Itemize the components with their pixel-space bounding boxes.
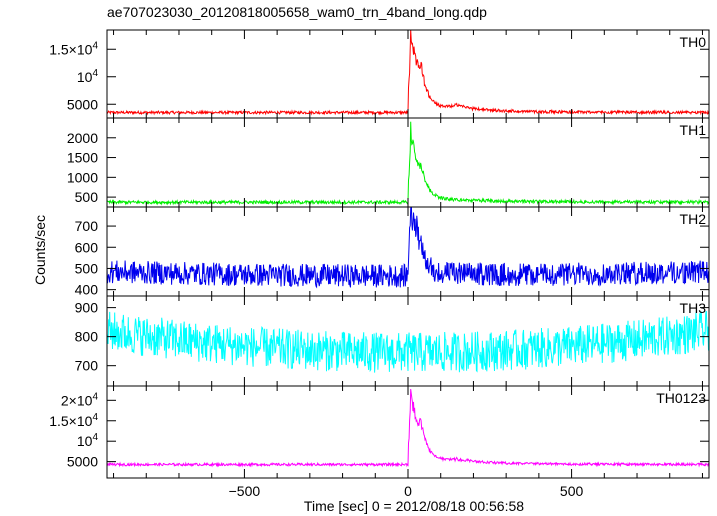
y-tick-label-mantissa: 500	[75, 189, 99, 205]
y-tick-label-mantissa: 600	[75, 239, 99, 255]
series-line-th0	[107, 30, 709, 116]
series-line-th1	[107, 121, 709, 206]
chart-title: ae707023030_20120818005658_wam0_trn_4ban…	[107, 4, 487, 20]
panel-label-th1: TH1	[680, 122, 707, 138]
y-axis-label: Counts/sec	[32, 215, 48, 285]
series-line-th2	[107, 207, 709, 289]
y-tick-label-mantissa: 10	[77, 69, 93, 85]
y-tick-label: 600	[75, 239, 99, 255]
y-tick-label: 1500	[67, 150, 98, 166]
panel-label-th2: TH2	[680, 211, 707, 227]
y-tick-label-exponent: 4	[92, 68, 98, 79]
y-tick-label-exponent: 4	[92, 391, 98, 402]
y-tick-label: 5000	[67, 454, 98, 470]
y-tick-label: 104	[77, 68, 99, 85]
y-tick-label-mantissa: 5000	[67, 454, 98, 470]
panel-label-th0: TH0	[680, 34, 707, 50]
y-tick-label-mantissa: 400	[75, 282, 99, 298]
y-tick-label: 700	[75, 218, 99, 234]
y-tick-label-mantissa: 800	[75, 329, 99, 345]
y-tick-label: 500	[75, 260, 99, 276]
panel-th1: 2000 1500 1000 500 TH1	[67, 117, 710, 208]
y-tick-label-mantissa: 1.5×10	[49, 41, 92, 57]
y-tick-label: 400	[75, 282, 99, 298]
y-tick-label-exponent: 4	[92, 40, 98, 51]
y-tick-label-mantissa: 1000	[67, 169, 98, 185]
panel-th3: 900 800 700 TH3	[75, 295, 710, 387]
y-tick-label: 1.5×104	[49, 40, 98, 57]
y-tick-label: 700	[75, 358, 99, 374]
y-tick-label-mantissa: 10	[77, 433, 93, 449]
y-tick-label: 900	[75, 300, 99, 316]
panel-label-th3: TH3	[680, 300, 707, 316]
y-tick-label: 500	[75, 189, 99, 205]
series-line-th3	[107, 310, 709, 373]
y-tick-label-mantissa: 1.5×10	[49, 413, 92, 429]
y-tick-label: 2×104	[61, 391, 99, 408]
y-tick-label: 104	[77, 432, 99, 449]
x-tick-label: 0	[404, 483, 412, 499]
y-tick-label-mantissa: 900	[75, 300, 99, 316]
y-tick-label-exponent: 4	[92, 412, 98, 423]
y-tick-label-mantissa: 700	[75, 218, 99, 234]
panel-th2: 700 600 500 400 TH2	[75, 206, 710, 298]
y-tick-label-mantissa: 700	[75, 358, 99, 374]
y-tick-label-mantissa: 2000	[67, 130, 98, 146]
panels-group: 1.5×1041045000TH0200015001000500TH170060…	[49, 29, 710, 499]
y-tick-label-mantissa: 5000	[67, 96, 98, 112]
y-tick-label-mantissa: 500	[75, 260, 99, 276]
x-tick-label: 500	[560, 483, 584, 499]
y-tick-label-mantissa: 1500	[67, 150, 98, 166]
x-axis-label: Time [sec] 0 = 2012/08/18 00:56:58	[304, 498, 524, 514]
series-line-th0123	[107, 388, 709, 468]
y-tick-label-exponent: 4	[92, 432, 98, 443]
panel-label-th0123: TH0123	[656, 390, 706, 406]
y-tick-label: 1000	[67, 169, 98, 185]
panel-frame	[106, 206, 710, 297]
y-tick-label: 5000	[67, 96, 98, 112]
y-tick-label: 800	[75, 329, 99, 345]
y-tick-label: 2000	[67, 130, 98, 146]
y-tick-label: 1.5×104	[49, 412, 98, 429]
y-tick-label-mantissa: 2×10	[61, 392, 93, 408]
x-tick-label: −500	[229, 483, 261, 499]
